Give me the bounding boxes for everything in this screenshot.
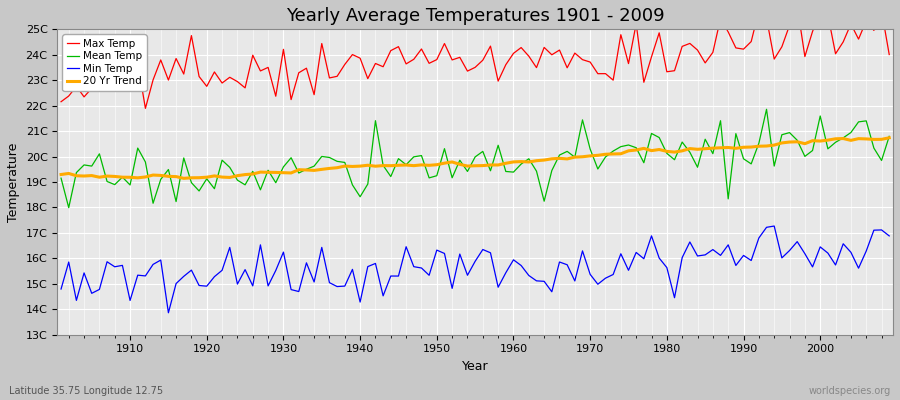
Min Temp xyxy=(884,234,895,238)
20 Yr Trend xyxy=(516,159,526,164)
Line: Max Temp: Max Temp xyxy=(61,6,889,108)
Legend: Max Temp, Mean Temp, Min Temp, 20 Yr Trend: Max Temp, Mean Temp, Min Temp, 20 Yr Tre… xyxy=(62,34,147,91)
20 Yr Trend xyxy=(178,176,189,181)
Mean Temp xyxy=(125,182,136,187)
Max Temp xyxy=(293,70,304,75)
Max Temp xyxy=(56,99,67,104)
Max Temp xyxy=(117,85,128,90)
Line: Min Temp: Min Temp xyxy=(61,226,889,313)
Mean Temp xyxy=(508,170,519,174)
20 Yr Trend xyxy=(293,167,304,172)
20 Yr Trend xyxy=(56,172,67,177)
Max Temp xyxy=(516,45,526,50)
Max Temp xyxy=(792,3,803,8)
Y-axis label: Temperature: Temperature xyxy=(7,142,20,222)
Min Temp xyxy=(516,263,526,268)
Max Temp xyxy=(608,78,618,82)
Max Temp xyxy=(140,106,151,111)
Mean Temp xyxy=(516,162,526,166)
Mean Temp xyxy=(761,107,772,112)
20 Yr Trend xyxy=(608,152,618,156)
Mean Temp xyxy=(56,176,67,180)
20 Yr Trend xyxy=(339,164,350,168)
Max Temp xyxy=(339,62,350,67)
Line: Mean Temp: Mean Temp xyxy=(61,109,889,208)
Max Temp xyxy=(508,51,519,56)
Min Temp xyxy=(608,272,618,277)
Mean Temp xyxy=(884,134,895,139)
Mean Temp xyxy=(63,205,74,210)
20 Yr Trend xyxy=(117,175,128,180)
20 Yr Trend xyxy=(884,135,895,140)
Min Temp xyxy=(508,258,519,262)
Text: Latitude 35.75 Longitude 12.75: Latitude 35.75 Longitude 12.75 xyxy=(9,386,163,396)
Min Temp xyxy=(163,310,174,315)
Line: 20 Yr Trend: 20 Yr Trend xyxy=(61,138,889,178)
Max Temp xyxy=(884,52,895,57)
X-axis label: Year: Year xyxy=(462,360,489,373)
Min Temp xyxy=(293,289,304,294)
Min Temp xyxy=(769,224,779,228)
Min Temp xyxy=(339,284,350,288)
Text: worldspecies.org: worldspecies.org xyxy=(809,386,891,396)
Title: Yearly Average Temperatures 1901 - 2009: Yearly Average Temperatures 1901 - 2009 xyxy=(286,7,664,25)
Mean Temp xyxy=(608,149,618,154)
Min Temp xyxy=(117,263,128,268)
Mean Temp xyxy=(293,171,304,176)
20 Yr Trend xyxy=(508,160,519,164)
Mean Temp xyxy=(339,160,350,165)
Min Temp xyxy=(56,287,67,292)
